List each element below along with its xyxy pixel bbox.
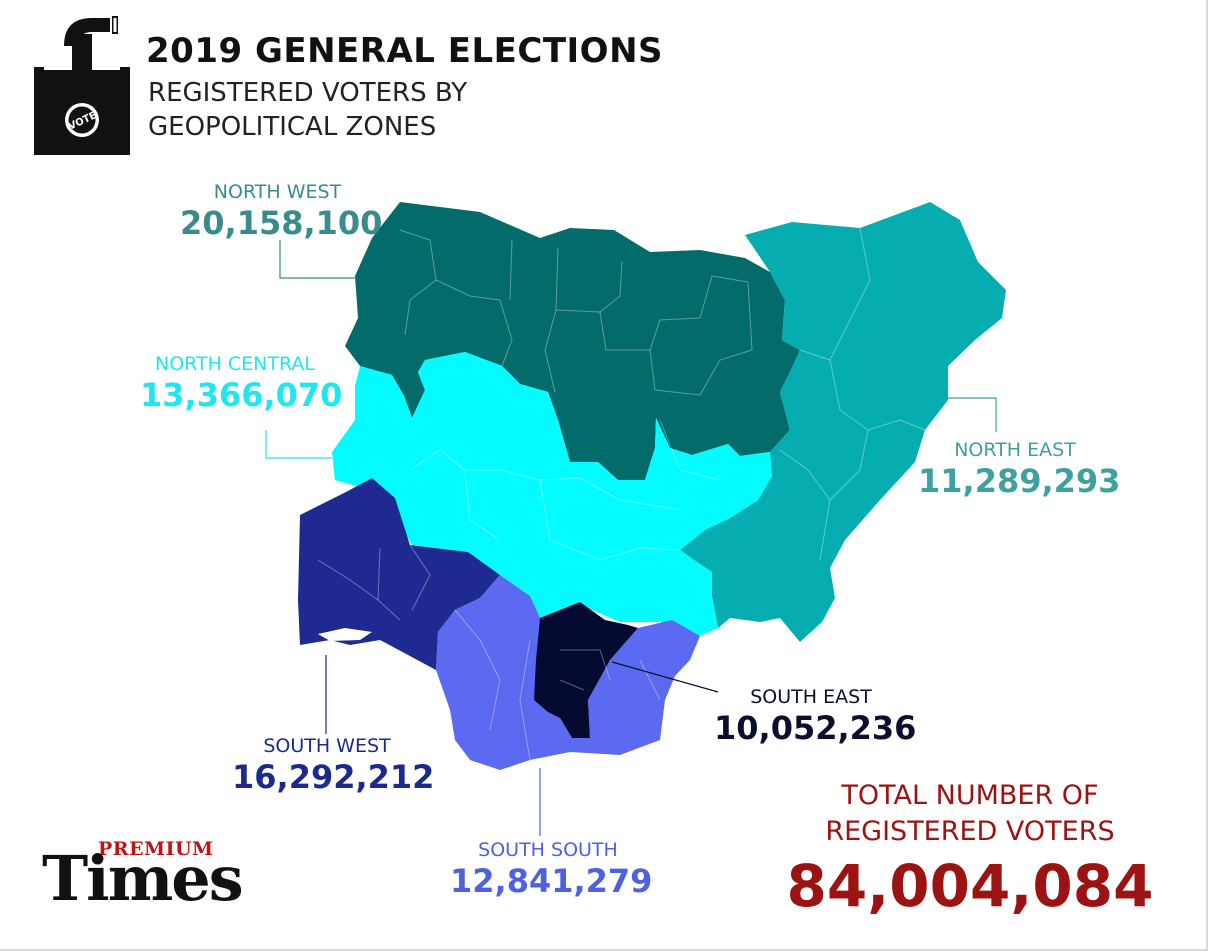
logo-times: Times <box>42 842 244 915</box>
lagos-lagoon <box>318 628 372 641</box>
total-label-line-1: TOTAL NUMBER OF <box>841 780 1099 811</box>
zone-south-east[interactable] <box>534 602 638 738</box>
zone-name: SOUTH SOUTH <box>478 839 618 861</box>
zone-south-west[interactable] <box>298 478 500 670</box>
total-label-line-2: REGISTERED VOTERS <box>825 816 1115 847</box>
zone-name: NORTH EAST <box>954 439 1076 461</box>
zone-name: SOUTH WEST <box>263 735 391 757</box>
zone-voters: 16,292,212 <box>232 758 435 796</box>
zone-voters: 20,158,100 <box>180 204 383 242</box>
logo-premium: PREMIUM <box>98 838 214 860</box>
label-south-west: SOUTH WEST 16,292,212 <box>232 734 435 796</box>
subtitle-line-2: GEOPOLITICAL ZONES <box>148 112 437 142</box>
state-borders <box>317 227 926 761</box>
subtitle-line-1: REGISTERED VOTERS BY <box>148 78 468 108</box>
zone-voters: 10,052,236 <box>714 709 917 747</box>
label-north-west: NORTH WEST 20,158,100 <box>180 180 383 242</box>
zone-north-west[interactable] <box>345 202 800 480</box>
zone-voters: 13,366,070 <box>140 376 343 414</box>
zone-name: NORTH WEST <box>213 181 342 203</box>
label-north-central: NORTH CENTRAL 13,366,070 <box>140 352 343 414</box>
page-title: 2019 GENERAL ELECTIONS <box>146 31 664 71</box>
zone-name: SOUTH EAST <box>750 686 872 708</box>
zone-north-east[interactable] <box>680 202 1006 642</box>
zone-name: NORTH CENTRAL <box>154 353 316 375</box>
ballot-box-icon: VOTE <box>34 16 130 155</box>
leader-lines <box>265 240 997 836</box>
premium-times-logo: PREMIUM Times <box>42 838 272 914</box>
zone-voters: 12,841,279 <box>450 862 653 900</box>
label-north-east: NORTH EAST 11,289,293 <box>918 438 1121 500</box>
total-registered-voters: TOTAL NUMBER OF REGISTERED VOTERS 84,004… <box>784 778 1156 922</box>
label-south-south: SOUTH SOUTH 12,841,279 <box>450 838 653 900</box>
total-value: 84,004,084 <box>786 852 1154 920</box>
zone-north-central[interactable] <box>332 352 772 636</box>
header: 2019 GENERAL ELECTIONS REGISTERED VOTERS… <box>146 30 663 144</box>
page-subtitle: REGISTERED VOTERS BY GEOPOLITICAL ZONES <box>148 76 663 144</box>
zone-voters: 11,289,293 <box>918 462 1121 500</box>
label-south-east: SOUTH EAST 10,052,236 <box>714 685 917 747</box>
